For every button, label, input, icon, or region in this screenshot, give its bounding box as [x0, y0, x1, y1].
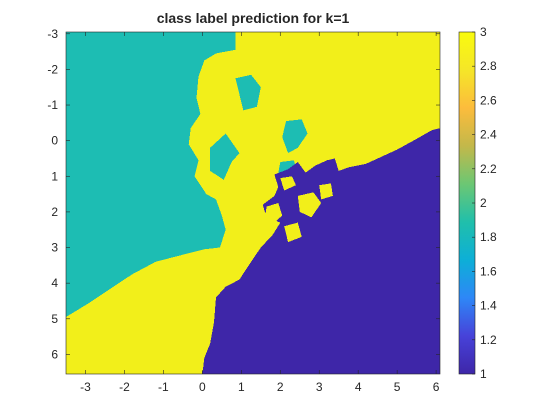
colorbar-tick-label: 3 — [480, 25, 487, 39]
x-tick-label: 2 — [277, 380, 284, 394]
colorbar-tick-label: 2 — [480, 196, 487, 210]
colorbar-tick-label: 1 — [480, 367, 487, 381]
colorbar-tick-label: 2.8 — [480, 59, 497, 73]
y-tick-label: 5 — [51, 312, 58, 326]
class-1-region — [202, 128, 440, 374]
class-3-region — [264, 203, 283, 223]
y-tick-label: 0 — [51, 134, 58, 148]
colorbar-tick-label: 1.6 — [480, 264, 497, 278]
x-tick-label: -1 — [158, 380, 169, 394]
y-axis: -3 -2 -1 0 1 2 3 4 5 6 — [47, 27, 440, 361]
colorbar-tick-label: 2.6 — [480, 93, 497, 107]
colorbar-ticks: 1 1.2 1.4 1.6 1.8 2 2.2 2.4 2.6 2.8 3 — [472, 25, 497, 381]
colorbar-tick-label: 2.2 — [480, 162, 497, 176]
x-tick-label: 0 — [199, 380, 206, 394]
x-tick-label: 5 — [394, 380, 401, 394]
plot-area: -3 -2 -1 0 1 2 3 4 5 6 -3 -2 -1 0 1 2 3 4 5 6 — [47, 27, 441, 394]
class-3-region — [284, 222, 302, 243]
class-1-region — [329, 231, 353, 248]
y-tick-label: 1 — [51, 169, 58, 183]
class-3-region — [280, 176, 296, 191]
class-2-region — [282, 119, 308, 154]
class-2-region — [66, 32, 236, 317]
x-tick-label: -3 — [80, 380, 91, 394]
y-tick-label: 4 — [51, 276, 58, 290]
y-tick-label: -2 — [47, 62, 58, 76]
x-tick-label: 6 — [433, 380, 440, 394]
colorbar-tick-label: 1.4 — [480, 299, 497, 313]
region-layer — [66, 32, 440, 374]
y-tick-label: -1 — [47, 98, 58, 112]
y-tick-label: 2 — [51, 205, 58, 219]
plot-frame — [65, 31, 441, 375]
x-axis: -3 -2 -1 0 1 2 3 4 5 6 — [80, 32, 440, 394]
colorbar-tick-label: 2.4 — [480, 128, 497, 142]
colorbar-fill — [459, 32, 475, 374]
y-tick-label: -3 — [47, 27, 58, 41]
x-tick-label: 4 — [355, 380, 362, 394]
colorbar: 1 1.2 1.4 1.6 1.8 2 2.2 2.4 2.6 2.8 3 — [458, 25, 497, 381]
x-tick-label: -2 — [119, 380, 130, 394]
x-tick-label: 3 — [316, 380, 323, 394]
colorbar-tick-label: 1.8 — [480, 230, 497, 244]
colorbar-tick-label: 1.2 — [480, 333, 497, 347]
y-tick-label: 6 — [51, 347, 58, 361]
x-tick-label: 1 — [238, 380, 245, 394]
y-tick-label: 3 — [51, 241, 58, 255]
class-2-region — [210, 133, 240, 180]
class-3-region — [297, 192, 322, 218]
chart-title: class label prediction for k=1 — [157, 10, 350, 26]
class-2-region — [235, 74, 261, 111]
class-2-region — [153, 194, 191, 212]
class-3-region — [319, 183, 333, 200]
